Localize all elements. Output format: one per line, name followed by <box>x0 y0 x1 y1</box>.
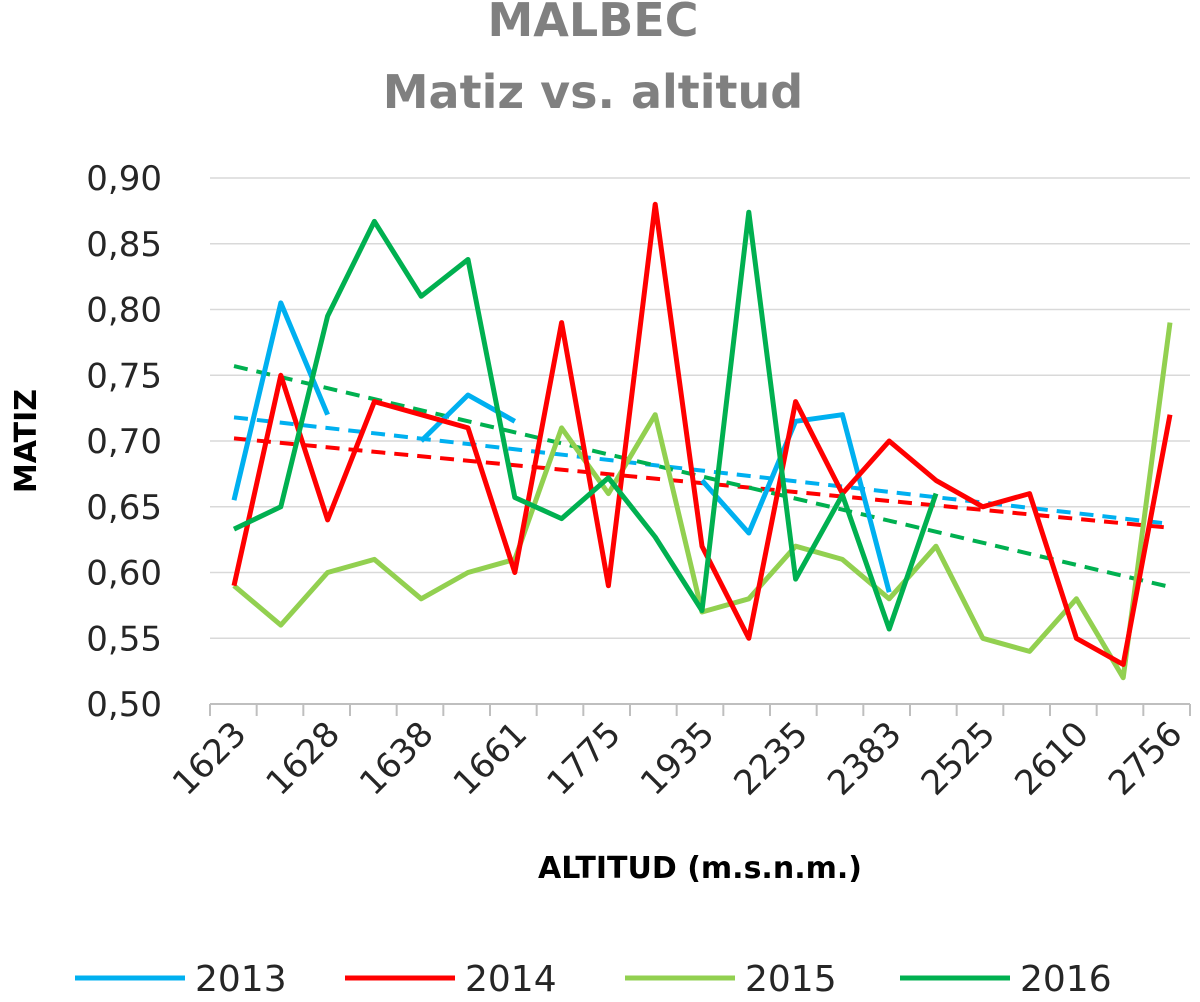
x-tick-label: 1628 <box>258 714 347 803</box>
chart-title-line1: MALBEC <box>488 0 699 47</box>
y-axis-ticks: 0,50 0,55 0,60 0,65 0,70 0,75 0,80 0,85 0,90 <box>86 159 162 725</box>
y-tick-label: 0,50 <box>86 685 162 725</box>
x-tick-label: 2525 <box>914 714 1003 803</box>
y-tick-label: 0,75 <box>86 356 162 396</box>
x-tick-label: 2756 <box>1101 714 1190 803</box>
legend-label-2016: 2016 <box>1020 959 1112 1000</box>
y-tick-label: 0,80 <box>86 291 162 331</box>
series-line-2014 <box>231 201 1173 667</box>
x-tick-label: 1623 <box>165 714 254 803</box>
legend-label-2015: 2015 <box>745 959 837 1000</box>
x-tick-label: 1935 <box>633 714 722 803</box>
x-axis-label: ALTITUD (m.s.n.m.) <box>538 851 862 886</box>
x-tick-label: 2383 <box>820 714 909 803</box>
y-tick-label: 0,90 <box>86 159 162 199</box>
y-tick-label: 0,60 <box>86 554 162 594</box>
legend-label-2014: 2014 <box>465 959 557 1000</box>
legend: 2013 2014 2015 2016 <box>75 959 1112 1000</box>
y-tick-label: 0,85 <box>86 225 162 265</box>
y-tick-label: 0,55 <box>86 619 162 659</box>
x-tick-label: 2610 <box>1007 714 1096 803</box>
series-line-2016 <box>232 209 939 632</box>
y-axis-label: MATIZ <box>9 389 44 493</box>
x-tick-label: 1638 <box>352 714 441 803</box>
gridlines <box>210 177 1190 639</box>
trend-line-2013 <box>233 415 1171 526</box>
y-tick-label: 0,65 <box>86 488 162 528</box>
x-tick-label: 1661 <box>446 714 535 803</box>
y-tick-label: 0,70 <box>86 422 162 462</box>
chart-title-line2: Matiz vs. altitud <box>383 65 803 119</box>
x-axis-ticks: 1623 1628 1638 1661 1775 1935 2235 2383 2525 2610… <box>165 704 1191 804</box>
x-tick-label: 1775 <box>539 714 628 803</box>
series-lines <box>231 201 1173 681</box>
legend-label-2013: 2013 <box>195 959 287 1000</box>
x-tick-label: 2235 <box>726 714 815 803</box>
